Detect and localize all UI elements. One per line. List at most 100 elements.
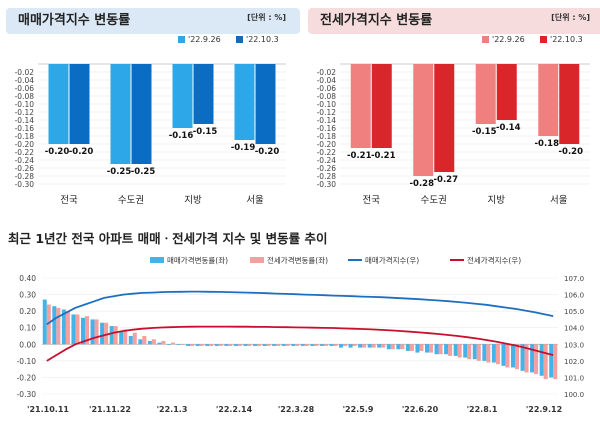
category-label: 서울 bbox=[550, 195, 568, 206]
data-label: -0.14 bbox=[496, 123, 521, 133]
left-tick-label: 0.30 bbox=[19, 291, 36, 300]
data-label: -0.27 bbox=[434, 175, 459, 185]
bar bbox=[429, 344, 434, 353]
bar bbox=[319, 344, 324, 346]
legend-label: 매매가격지수(우) bbox=[365, 255, 419, 265]
bar bbox=[415, 344, 420, 353]
y-tick-label: -0.20 bbox=[15, 140, 35, 149]
bar bbox=[94, 319, 99, 345]
y-tick-label: -0.10 bbox=[317, 100, 337, 109]
bar bbox=[409, 344, 414, 351]
unit-label: [단위 : %] bbox=[551, 12, 590, 22]
bar bbox=[530, 344, 535, 373]
legend-label: '22.9.26 bbox=[188, 35, 221, 44]
bar bbox=[390, 344, 395, 350]
bar bbox=[291, 344, 296, 346]
data-label: -0.20 bbox=[255, 147, 280, 157]
bar bbox=[453, 344, 458, 356]
bar bbox=[475, 64, 496, 124]
trend-chart-title: 최근 1년간 전국 아파트 매매ㆍ전세가격 지수 및 변동률 추이 bbox=[8, 231, 328, 246]
bar bbox=[434, 344, 439, 355]
bar bbox=[171, 342, 176, 345]
x-tick-label: '22.6.20 bbox=[402, 405, 439, 414]
y-tick-label: -0.18 bbox=[317, 132, 337, 141]
legend-label: '22.9.26 bbox=[492, 35, 525, 44]
bar bbox=[186, 344, 191, 346]
data-label: -0.25 bbox=[107, 167, 132, 177]
bar bbox=[434, 64, 455, 172]
right-tick-label: 104.0 bbox=[564, 325, 584, 333]
bar bbox=[338, 344, 343, 348]
bar bbox=[463, 344, 468, 358]
bar bbox=[501, 344, 506, 366]
legend-swatch bbox=[540, 36, 547, 43]
bar bbox=[520, 344, 525, 371]
y-tick-label: -0.22 bbox=[317, 148, 337, 157]
legend-swatch bbox=[150, 257, 164, 263]
bar bbox=[486, 344, 491, 363]
legend-swatch bbox=[482, 36, 489, 43]
bar bbox=[524, 344, 529, 373]
bar bbox=[386, 344, 391, 350]
bar bbox=[534, 344, 539, 375]
bar bbox=[104, 322, 109, 345]
legend-label: '22.10.3 bbox=[550, 35, 583, 44]
bar bbox=[123, 329, 128, 345]
bar bbox=[424, 344, 429, 353]
category-label: 수도권 bbox=[421, 194, 447, 206]
data-label: -0.18 bbox=[535, 139, 560, 149]
jeonse-chart-title: 전세가격지수 변동률 bbox=[308, 8, 600, 34]
bar bbox=[350, 64, 371, 148]
category-label: 전국 bbox=[60, 195, 78, 206]
bar bbox=[193, 64, 214, 124]
bar bbox=[138, 339, 143, 345]
y-tick-label: -0.04 bbox=[317, 76, 337, 85]
bar bbox=[100, 322, 105, 345]
x-tick-label: '22.5.9 bbox=[343, 405, 374, 414]
bar bbox=[52, 306, 57, 345]
data-label: -0.20 bbox=[69, 147, 94, 157]
bar bbox=[300, 344, 305, 346]
y-tick-label: -0.14 bbox=[317, 116, 337, 125]
bar bbox=[476, 344, 481, 361]
bar bbox=[46, 304, 51, 345]
bar bbox=[131, 64, 152, 164]
bar bbox=[295, 344, 300, 346]
right-tick-label: 101.0 bbox=[564, 374, 584, 382]
bar bbox=[262, 344, 267, 346]
bar bbox=[472, 344, 477, 360]
y-tick-label: -0.12 bbox=[317, 108, 337, 117]
bar bbox=[113, 326, 118, 345]
bar bbox=[237, 344, 242, 346]
sale-chart-title: 매매가격지수 변동률 bbox=[6, 8, 300, 34]
y-tick-label: -0.02 bbox=[317, 68, 337, 77]
legend-label: 매매가격변동률(좌) bbox=[167, 255, 228, 265]
right-tick-label: 100.0 bbox=[564, 391, 584, 399]
bar bbox=[109, 326, 114, 345]
y-tick-label: -0.30 bbox=[317, 180, 337, 189]
bar bbox=[132, 332, 137, 345]
category-label: 지방 bbox=[488, 195, 506, 206]
legend-swatch bbox=[250, 257, 264, 263]
bar bbox=[80, 317, 85, 345]
y-tick-label: -0.06 bbox=[317, 84, 337, 93]
bar bbox=[69, 64, 90, 144]
data-label: -0.21 bbox=[347, 151, 372, 161]
bar bbox=[314, 344, 319, 346]
bar bbox=[42, 299, 47, 345]
bar bbox=[233, 344, 238, 346]
bar bbox=[195, 344, 200, 346]
bar bbox=[199, 344, 204, 346]
bar bbox=[495, 344, 500, 365]
bar bbox=[71, 314, 76, 345]
bar bbox=[128, 336, 133, 345]
y-tick-label: -0.04 bbox=[15, 76, 35, 85]
y-tick-label: -0.28 bbox=[15, 172, 35, 181]
bar bbox=[348, 344, 353, 348]
jeonse-index-line bbox=[46, 325, 554, 362]
y-tick-label: -0.24 bbox=[15, 156, 35, 165]
bar bbox=[119, 331, 124, 345]
bar bbox=[276, 344, 281, 346]
bar bbox=[396, 344, 401, 350]
y-tick-label: -0.08 bbox=[317, 92, 337, 101]
